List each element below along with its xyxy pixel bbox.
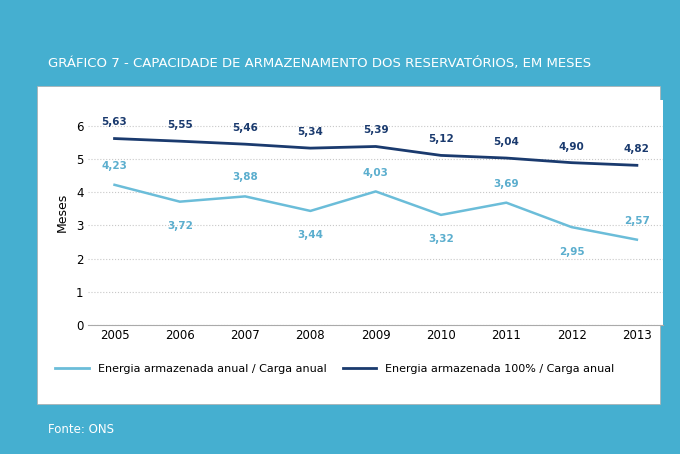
Text: 5,55: 5,55 bbox=[167, 120, 192, 130]
Text: Fonte: ONS: Fonte: ONS bbox=[48, 423, 114, 435]
Text: 3,72: 3,72 bbox=[167, 221, 192, 231]
Text: 3,44: 3,44 bbox=[297, 230, 324, 240]
Text: 4,82: 4,82 bbox=[624, 144, 650, 154]
Text: 2,57: 2,57 bbox=[624, 216, 650, 226]
Text: 3,88: 3,88 bbox=[233, 173, 258, 183]
Text: 4,90: 4,90 bbox=[559, 142, 585, 152]
Text: 5,46: 5,46 bbox=[232, 123, 258, 133]
Legend: Energia armazenada anual / Carga anual, Energia armazenada 100% / Carga anual: Energia armazenada anual / Carga anual, … bbox=[55, 364, 615, 375]
Text: 3,69: 3,69 bbox=[494, 179, 519, 189]
Text: 5,04: 5,04 bbox=[494, 137, 520, 147]
Text: 5,63: 5,63 bbox=[101, 118, 127, 128]
Text: GRÁFICO 7 - CAPACIDADE DE ARMAZENAMENTO DOS RESERVATÓRIOS, EM MESES: GRÁFICO 7 - CAPACIDADE DE ARMAZENAMENTO … bbox=[48, 57, 591, 70]
Text: 2,95: 2,95 bbox=[559, 247, 584, 257]
Text: 4,23: 4,23 bbox=[101, 161, 127, 171]
Text: 3,32: 3,32 bbox=[428, 234, 454, 244]
Y-axis label: Meses: Meses bbox=[56, 192, 69, 232]
Text: 5,12: 5,12 bbox=[428, 134, 454, 144]
Text: 4,03: 4,03 bbox=[362, 168, 389, 178]
Text: 5,34: 5,34 bbox=[297, 127, 324, 137]
Text: 5,39: 5,39 bbox=[363, 125, 388, 135]
